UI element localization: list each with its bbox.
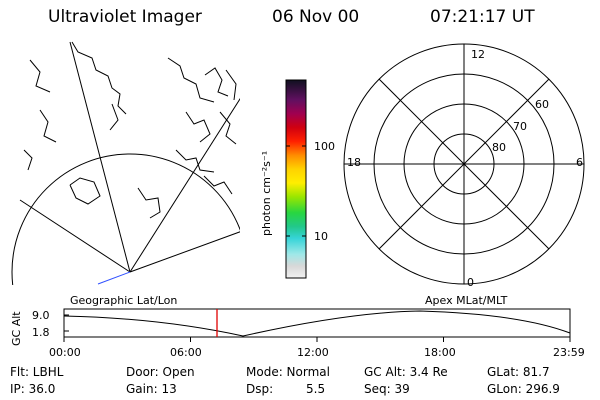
altitude-curve (63, 310, 571, 337)
instrument-title: Ultraviolet Imager (48, 7, 202, 27)
xtick-marks (63, 337, 571, 342)
colorbar-tick-100: 100 (314, 140, 335, 153)
mlt-label-12: 12 (471, 48, 485, 61)
apex-label: Apex MLat/MLT (425, 294, 508, 307)
alt-xtick-0600: 06:00 (170, 346, 202, 359)
alt-xtick-1800: 18:00 (424, 346, 456, 359)
info-gain: Gain: 13 (126, 382, 177, 396)
mlat-label-80: 80 (492, 141, 506, 154)
info-ip: IP: 36.0 (10, 382, 56, 396)
ground-track (97, 271, 131, 285)
alt-xtick-2359: 23:59 (553, 346, 585, 359)
meridian-lines (19, 41, 240, 273)
info-glon: GLon: 296.9 (487, 382, 560, 396)
time-label: 07:21:17 UT (430, 7, 535, 27)
altitude-plot (63, 308, 571, 342)
mlat-label-60: 60 (535, 98, 549, 111)
mlt-label-0: 0 (467, 276, 474, 289)
geographic-map (11, 41, 240, 285)
colorbar-label: photon cm⁻²s⁻¹ (260, 150, 273, 236)
geographic-label: Geographic Lat/Lon (70, 294, 178, 307)
latitude-circle (11, 153, 240, 285)
alt-xtick-1200: 12:00 (297, 346, 329, 359)
coastlines (23, 41, 237, 219)
colorbar (285, 79, 307, 279)
mlt-label-6: 6 (576, 156, 583, 169)
alt-xtick-0000: 00:00 (49, 346, 81, 359)
info-dsp-value: 5.5 (306, 382, 326, 396)
info-dsp-label: Dsp: (246, 382, 274, 396)
info-flt: Flt: LBHL (10, 365, 64, 379)
colorbar-tick-10: 10 (314, 230, 328, 243)
info-gc-alt: GC Alt: 3.4 Re (364, 365, 448, 379)
info-door: Door: Open (126, 365, 195, 379)
info-seq: Seq: 39 (364, 382, 410, 396)
alt-ytick-top: 9.0 (32, 309, 50, 322)
polar-grid (343, 43, 585, 285)
mlt-label-18: 18 (347, 156, 361, 169)
alt-ylabel: GC Alt (10, 311, 23, 346)
info-glat: GLat: 81.7 (487, 365, 550, 379)
info-mode: Mode: Normal (246, 365, 330, 379)
date-label: 06 Nov 00 (272, 7, 360, 27)
alt-ytick-bottom: 1.8 (32, 326, 50, 339)
mlat-label-70: 70 (513, 120, 527, 133)
